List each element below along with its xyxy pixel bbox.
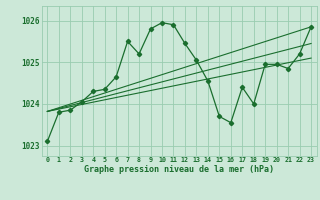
X-axis label: Graphe pression niveau de la mer (hPa): Graphe pression niveau de la mer (hPa) xyxy=(84,165,274,174)
